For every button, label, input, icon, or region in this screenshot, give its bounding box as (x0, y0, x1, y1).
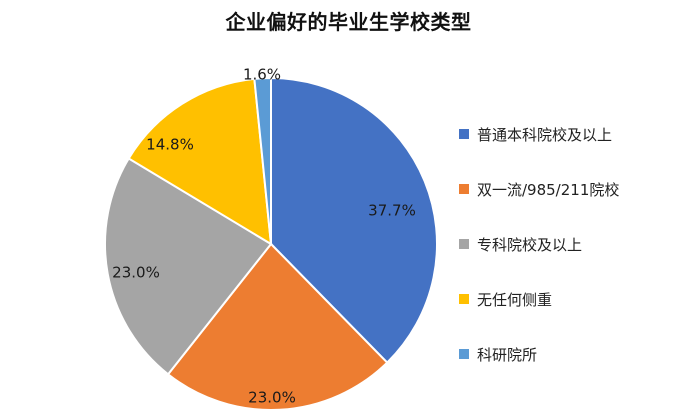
pie-slice-5 (253, 76, 272, 245)
slice-data-label-5: 1.6% (243, 66, 281, 84)
pie-data-labels: 37.7% 23.0% 23.0% 14.8% 1.6% (112, 66, 416, 407)
legend-item-2: 双一流/985/211院校 (459, 179, 689, 199)
legend-label: 无任何侧重 (477, 290, 553, 309)
chart-title: 企业偏好的毕业生学校类型 (225, 10, 472, 34)
legend-label: 普通本科院校及以上 (477, 125, 613, 144)
slice-data-label-2: 23.0% (248, 389, 296, 407)
legend-label: 科研院所 (477, 345, 538, 364)
pie-slice-3 (104, 157, 273, 376)
pie-slices (104, 76, 438, 411)
legend: 普通本科院校及以上 双一流/985/211院校 专科院校及以上 无任何侧重 科研… (459, 124, 689, 399)
legend-swatch (459, 294, 469, 304)
legend-swatch (459, 129, 469, 139)
slice-data-label-4: 14.8% (146, 136, 194, 154)
legend-label: 专科院校及以上 (477, 235, 583, 254)
legend-item-1: 普通本科院校及以上 (459, 124, 689, 144)
slice-data-label-3: 23.0% (112, 264, 160, 282)
pie-slice-1 (270, 76, 438, 364)
pie-slice-4 (127, 77, 273, 246)
legend-swatch (459, 349, 469, 359)
legend-item-5: 科研院所 (459, 344, 689, 364)
legend-swatch (459, 239, 469, 249)
slice-data-label-1: 37.7% (368, 202, 416, 220)
legend-swatch (459, 184, 469, 194)
legend-label: 双一流/985/211院校 (477, 180, 620, 199)
pie-slice-2 (166, 242, 389, 411)
legend-item-3: 专科院校及以上 (459, 234, 689, 254)
legend-item-4: 无任何侧重 (459, 289, 689, 309)
